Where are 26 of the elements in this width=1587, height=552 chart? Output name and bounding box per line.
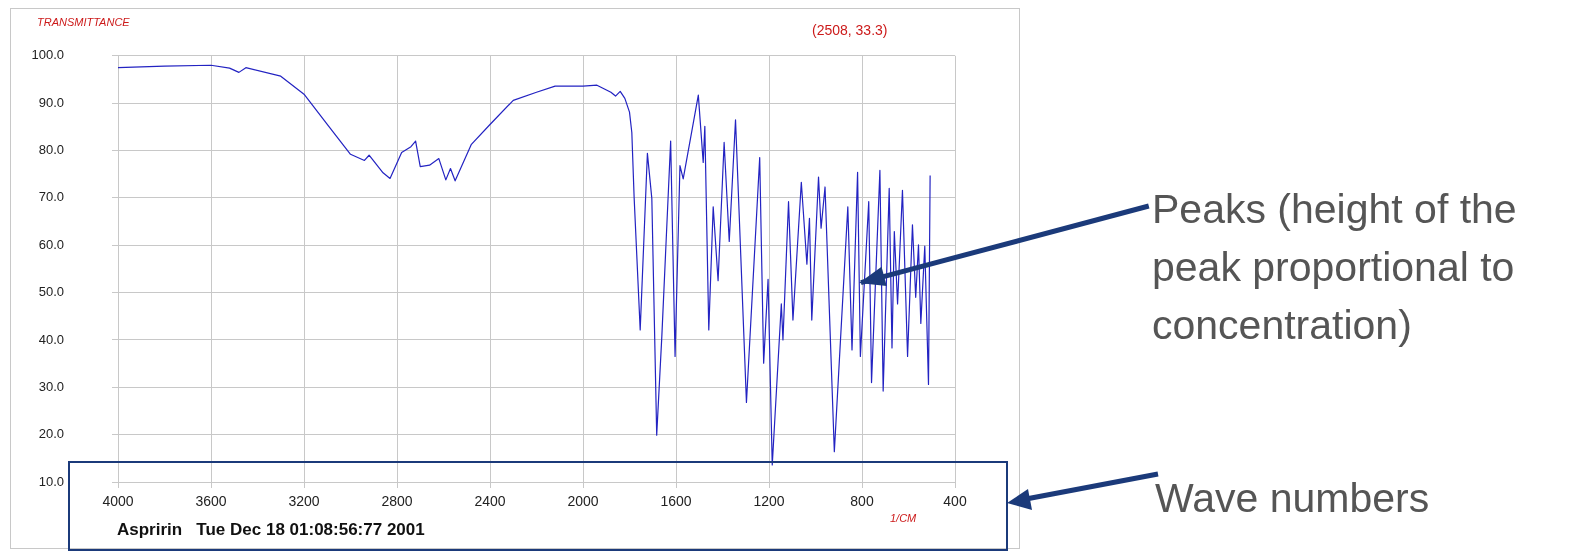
text: Wave numbers xyxy=(1155,475,1430,522)
x-tick-label: 2000 xyxy=(567,493,599,510)
x-tick-label: 2800 xyxy=(381,493,413,510)
x-tick-label: 1200 xyxy=(753,493,785,510)
x-axis-title: 1/CM xyxy=(890,512,917,524)
y-tick-label: 10.0 xyxy=(38,473,64,489)
x-tick-label: 3200 xyxy=(288,493,320,510)
y-axis-title: TRANSMITTANCE xyxy=(37,16,130,28)
x-tick-label: 3600 xyxy=(195,493,227,510)
x-tick-label: 2400 xyxy=(474,493,506,510)
y-tick-label: 100.0 xyxy=(31,47,64,63)
x-tick-label: 800 xyxy=(850,493,874,510)
y-tick-label: 60.0 xyxy=(38,236,64,252)
y-tick-label: 50.0 xyxy=(38,284,64,300)
y-tick-label: 30.0 xyxy=(38,378,64,394)
text: (2508, 33.3) xyxy=(812,22,888,38)
y-tick-label: 40.0 xyxy=(38,331,64,347)
y-tick-label: 70.0 xyxy=(38,189,64,205)
y-tick-label: 20.0 xyxy=(38,426,64,442)
annotation: Peaks (height of the peak proportional to concentration) xyxy=(1152,185,1518,350)
y-tick-label: 90.0 xyxy=(38,94,64,110)
x-tick-label: 1600 xyxy=(660,493,692,510)
x-tick-label: 400 xyxy=(943,493,967,510)
text: Aspririn Tue Dec 18 01:08:56:77 2001 xyxy=(117,520,425,540)
x-tick-label: 4000 xyxy=(102,493,134,510)
y-tick-label: 80.0 xyxy=(38,142,64,158)
